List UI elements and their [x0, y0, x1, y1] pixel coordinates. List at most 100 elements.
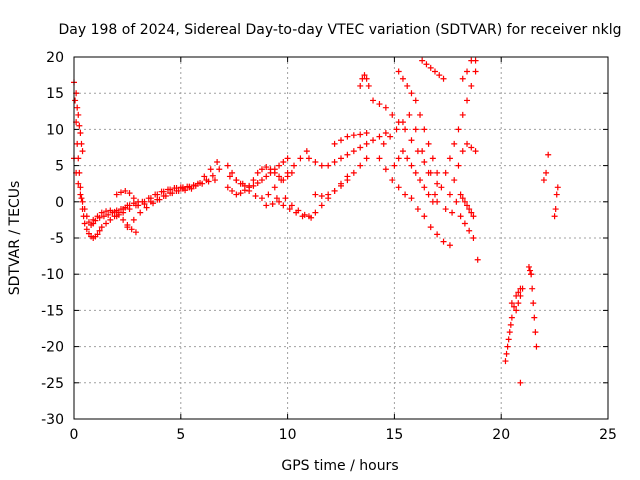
data-point	[81, 220, 88, 227]
data-point	[258, 177, 265, 184]
data-point	[258, 195, 265, 202]
data-point	[464, 202, 471, 209]
data-point	[273, 195, 280, 202]
data-point	[461, 198, 468, 205]
series-track-ac	[474, 256, 481, 263]
data-point	[297, 155, 304, 162]
data-point	[135, 202, 142, 209]
data-point	[472, 148, 479, 155]
data-point	[382, 166, 389, 173]
x-tick-label: 10	[279, 427, 297, 443]
data-point	[276, 162, 283, 169]
data-point	[419, 148, 426, 155]
data-point	[425, 169, 432, 176]
data-point	[278, 177, 285, 184]
data-point	[357, 82, 364, 89]
data-point	[233, 191, 240, 198]
data-point	[365, 82, 372, 89]
data-point	[421, 158, 428, 165]
data-point	[457, 213, 464, 220]
data-point	[425, 191, 432, 198]
data-point	[276, 198, 283, 205]
series-track-ai	[525, 263, 535, 278]
y-tick-label: -15	[41, 303, 64, 319]
data-point	[331, 187, 338, 194]
data-point	[318, 193, 325, 200]
data-point	[442, 169, 449, 176]
series-track-y	[442, 140, 479, 213]
data-point	[551, 213, 558, 220]
data-point	[83, 213, 90, 220]
grid	[74, 57, 608, 419]
data-point	[380, 140, 387, 147]
data-point	[90, 216, 97, 223]
data-point	[421, 126, 428, 133]
data-point	[361, 72, 368, 79]
data-point	[461, 220, 468, 227]
data-point	[79, 198, 86, 205]
data-point	[280, 158, 287, 165]
data-point	[530, 300, 537, 307]
data-point	[103, 220, 110, 227]
y-tick-label: -25	[41, 376, 64, 392]
data-point	[408, 162, 415, 169]
y-tick-label: 15	[46, 86, 64, 102]
data-point	[455, 162, 462, 169]
data-point	[211, 177, 218, 184]
data-point	[553, 191, 560, 198]
data-point	[466, 206, 473, 213]
series-track-f	[124, 158, 221, 231]
data-point	[263, 202, 270, 209]
data-point	[412, 126, 419, 133]
data-point	[246, 182, 253, 189]
data-point	[78, 140, 85, 147]
data-point	[399, 119, 406, 126]
series-track-af	[513, 285, 526, 299]
data-point	[173, 185, 180, 192]
series-track-c	[71, 155, 142, 228]
data-point	[79, 148, 86, 155]
data-point	[344, 133, 351, 140]
data-point	[517, 379, 524, 386]
y-tick-label: -10	[41, 267, 64, 283]
data-point	[395, 68, 402, 75]
data-point	[77, 184, 84, 191]
data-point	[103, 208, 110, 215]
series-track-w	[419, 57, 447, 82]
data-point	[427, 224, 434, 231]
series-track-o	[312, 155, 370, 200]
data-point	[408, 90, 415, 97]
data-point	[338, 182, 344, 189]
y-tick-label: 0	[55, 195, 64, 211]
data-point	[74, 104, 81, 111]
data-point	[291, 162, 298, 169]
y-tick-label: 5	[55, 159, 64, 175]
data-point	[357, 162, 364, 169]
data-point	[504, 343, 511, 350]
data-point	[459, 111, 466, 118]
data-point	[507, 321, 514, 328]
data-point	[167, 186, 174, 193]
data-point	[350, 132, 357, 139]
series-track-b	[73, 90, 86, 155]
data-point	[533, 343, 540, 350]
data-point	[209, 172, 216, 179]
data-point	[427, 64, 434, 71]
data-point	[376, 155, 383, 162]
data-point	[423, 61, 430, 68]
data-point	[265, 191, 272, 198]
data-point	[117, 189, 124, 196]
y-tick-label: 20	[46, 50, 64, 66]
data-point	[286, 206, 293, 213]
data-point	[132, 229, 139, 236]
data-point	[199, 180, 206, 187]
data-point	[449, 209, 456, 216]
data-point	[466, 227, 473, 234]
data-point	[540, 177, 547, 184]
data-point	[207, 166, 214, 173]
data-point	[421, 213, 428, 220]
data-point	[325, 162, 332, 169]
data-point	[421, 184, 428, 191]
x-axis-label: GPS time / hours	[281, 458, 398, 474]
data-point	[446, 242, 453, 249]
